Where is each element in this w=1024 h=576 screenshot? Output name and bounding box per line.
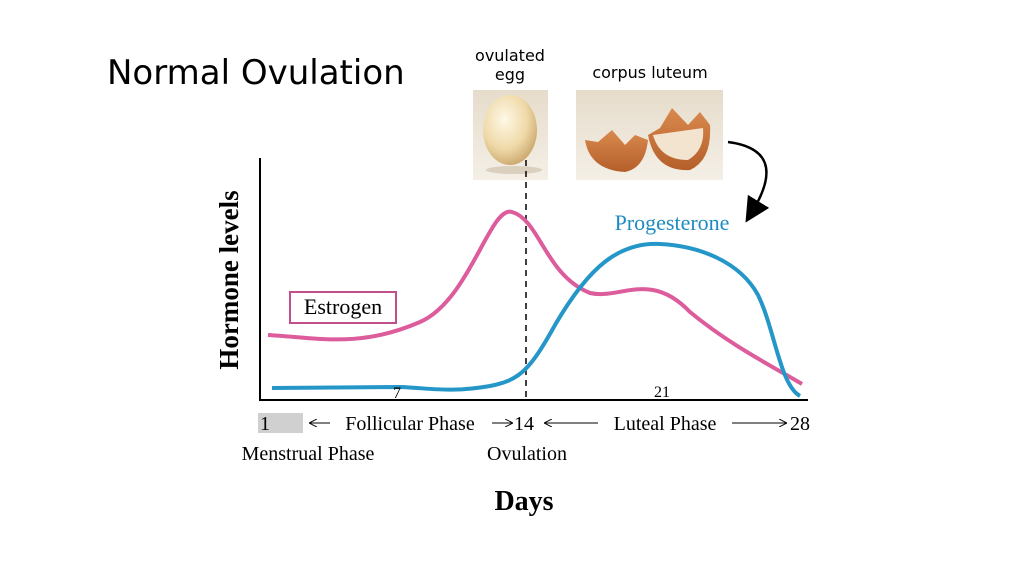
progesterone-curve [271,241,802,398]
menstrual-bar [258,413,303,433]
estrogen-box [289,291,397,324]
y-axis-label: Hormone levels [214,190,244,369]
day-label: 14 [514,413,534,435]
estrogen-label: Estrogen [304,294,382,319]
egg-caption: egg [495,65,525,84]
phase-label: Ovulation [487,443,567,465]
phase-label: Menstrual Phase [242,443,375,465]
progesterone-label: Progesterone [615,210,730,235]
egg-image [473,90,548,180]
x-axis-label: Days [494,486,553,517]
day-label: 21 [654,384,670,401]
day-label: 28 [790,413,810,435]
day-label: 1 [260,413,270,435]
phase-label: Luteal Phase [614,413,717,435]
phase-label: Follicular Phase [345,413,475,435]
luteum-caption: corpus luteum [592,63,707,82]
estrogen-curve [267,209,804,386]
title: Normal Ovulation [107,53,405,93]
curved-arrow [727,140,770,223]
luteum-image [576,90,723,180]
egg-caption: ovulated [475,46,545,65]
day-label: 7 [393,385,401,402]
